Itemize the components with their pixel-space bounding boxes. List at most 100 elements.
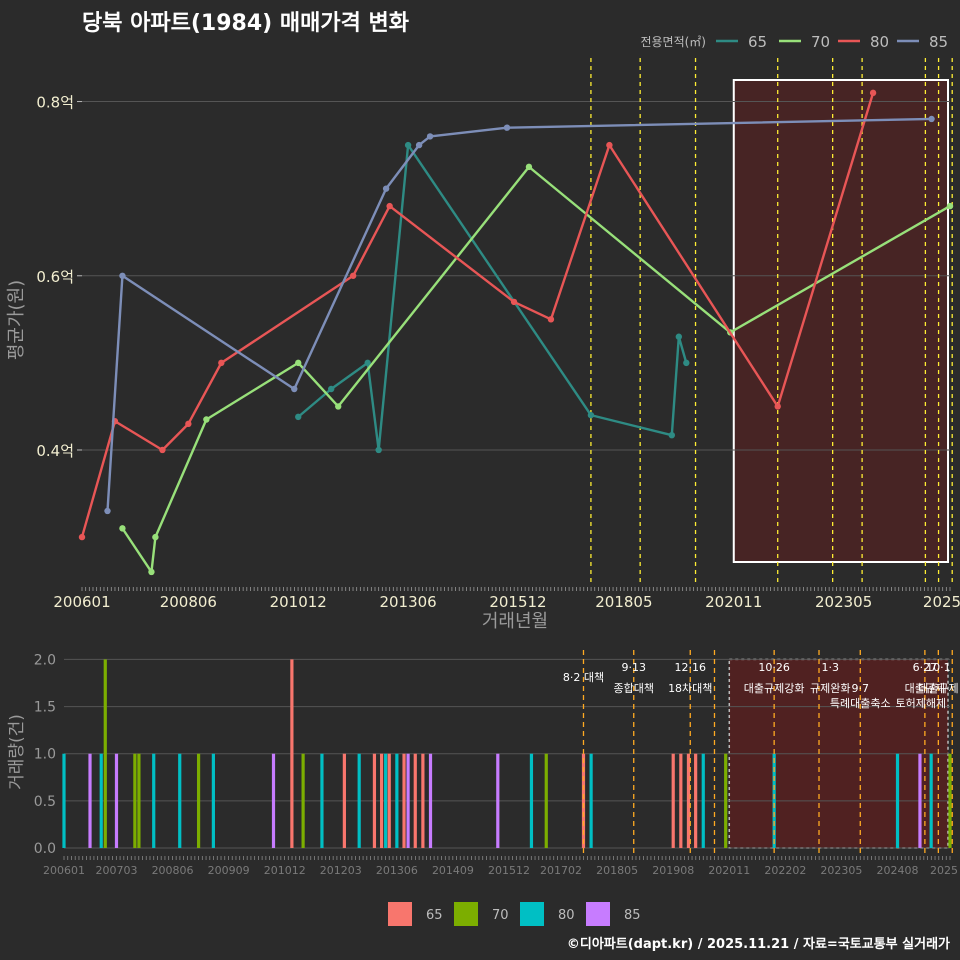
bottom-y-tick-label: 0.0 bbox=[34, 841, 56, 857]
bottom-x-tick-label: 201203 bbox=[320, 864, 362, 877]
volume-bar-70 bbox=[544, 753, 548, 848]
x-tick-label: 201012 bbox=[270, 593, 327, 611]
volume-bar-85 bbox=[88, 753, 92, 848]
y-tick-label: 0.8억 bbox=[36, 94, 74, 112]
policy-label: 10·26 bbox=[758, 661, 790, 674]
volume-bar-80 bbox=[772, 753, 776, 848]
series-point-70 bbox=[525, 163, 533, 171]
series-point-65 bbox=[375, 446, 382, 454]
legend-label-85: 85 bbox=[929, 33, 948, 51]
volume-bar-70 bbox=[301, 753, 305, 848]
policy-label: 대출규제 bbox=[905, 682, 945, 695]
x-axis-label: 거래년월 bbox=[482, 611, 548, 632]
series-point-85 bbox=[382, 185, 390, 192]
volume-bar-65 bbox=[694, 753, 698, 848]
bottom-y-axis-label: 거래량(건) bbox=[7, 714, 27, 790]
footer-credit: ©디아파트(dapt.kr) / 2025.11.21 / 자료=국토교통부 실… bbox=[567, 936, 950, 952]
policy-label: 1·3 bbox=[821, 661, 839, 674]
volume-bar-65 bbox=[402, 753, 406, 848]
bottom-y-tick-label: 1.5 bbox=[34, 700, 56, 716]
policy-label: 규제완화 bbox=[810, 682, 850, 695]
x-tick-label: 202011 bbox=[705, 593, 762, 611]
volume-bar-65 bbox=[342, 753, 346, 848]
volume-bar-85 bbox=[406, 753, 410, 848]
policy-label: 18차대책 bbox=[668, 682, 712, 695]
volume-bar-70 bbox=[724, 753, 728, 848]
policy-label: 6·27 bbox=[913, 661, 938, 674]
policy-label: 9·13 bbox=[621, 661, 646, 674]
bottom-x-tick-label: 201306 bbox=[376, 864, 418, 877]
bottom-x-tick-label: 201512 bbox=[488, 864, 530, 877]
series-point-85 bbox=[119, 272, 126, 279]
volume-legend: 65 70 80 85 bbox=[388, 902, 641, 926]
bottom-x-tick-label: 202305 bbox=[820, 864, 862, 877]
y-axis-label: 평균가(원) bbox=[6, 280, 27, 360]
volume-bar-80 bbox=[895, 753, 900, 848]
policy-label: 8·2 대책 bbox=[563, 671, 604, 684]
x-tick-label: 2025 bbox=[923, 593, 960, 611]
series-point-70 bbox=[946, 202, 954, 210]
bottom-y-tick-label: 0.5 bbox=[34, 794, 56, 810]
series-point-65 bbox=[675, 333, 683, 340]
volume-bar-70 bbox=[196, 753, 201, 848]
bottom-x-tick-label: 201012 bbox=[264, 864, 306, 877]
volume-bar-80 bbox=[211, 753, 215, 848]
volume-bar-80 bbox=[701, 753, 705, 848]
volume-bar-65 bbox=[413, 753, 417, 848]
series-point-80 bbox=[218, 359, 225, 367]
volume-bar-80 bbox=[529, 753, 534, 848]
legend-label-65: 65 bbox=[748, 33, 767, 51]
series-point-85 bbox=[104, 507, 111, 515]
bottom-legend-label-70: 70 bbox=[492, 908, 509, 923]
volume-bar-80 bbox=[357, 753, 361, 848]
series-point-80 bbox=[606, 141, 613, 149]
volume-bar-70 bbox=[948, 753, 952, 848]
series-line-85 bbox=[106, 117, 932, 512]
bottom-legend-key-85 bbox=[586, 902, 610, 926]
x-tick-label: 201512 bbox=[489, 593, 546, 611]
volume-bar-65 bbox=[421, 753, 425, 848]
volume-bar-80 bbox=[178, 753, 182, 848]
policy-label: 대출규제강화 bbox=[744, 682, 805, 695]
policy-label: 10·1 bbox=[926, 661, 951, 674]
volume-bar-85 bbox=[114, 753, 119, 848]
series-point-85 bbox=[415, 141, 423, 149]
policy-label: 토허제해제 bbox=[896, 696, 947, 710]
series-point-80 bbox=[386, 202, 393, 210]
bottom-x-tick-label: 200909 bbox=[208, 864, 250, 877]
volume-bar-85 bbox=[918, 753, 922, 848]
volume-bar-65 bbox=[387, 753, 391, 848]
volume-bar-70 bbox=[103, 659, 107, 848]
volume-bar-65 bbox=[372, 753, 377, 848]
volume-bar-80 bbox=[99, 753, 103, 848]
series-point-65 bbox=[327, 385, 335, 393]
volume-bar-65 bbox=[686, 753, 691, 848]
volume-bar-85 bbox=[271, 753, 276, 848]
volume-bar-65 bbox=[581, 753, 586, 848]
series-point-70 bbox=[119, 525, 126, 532]
bottom-x-tick-label: 200601 bbox=[43, 864, 85, 877]
legend-label-80: 80 bbox=[870, 33, 889, 51]
policy-label: 12·16 bbox=[675, 661, 707, 674]
series-point-65 bbox=[295, 413, 302, 421]
bottom-x-tick-label: 201805 bbox=[596, 864, 638, 877]
bottom-x-tick-label: 200806 bbox=[152, 864, 194, 877]
bottom-legend-label-80: 80 bbox=[558, 908, 575, 923]
series-point-65 bbox=[683, 359, 690, 367]
series-point-80 bbox=[185, 420, 192, 428]
x-tick-label: 200601 bbox=[53, 593, 110, 611]
series-point-70 bbox=[295, 359, 302, 367]
series-point-80 bbox=[869, 89, 877, 97]
bottom-legend-key-70 bbox=[454, 902, 478, 926]
x-tick-label: 201805 bbox=[595, 593, 652, 611]
series-point-85 bbox=[928, 115, 935, 123]
y-tick-label: 0.4억 bbox=[36, 442, 74, 460]
volume-bar-65 bbox=[380, 753, 384, 848]
series-point-70 bbox=[335, 403, 342, 410]
bottom-x-tick-label: 202011 bbox=[708, 864, 750, 877]
volume-bar-70 bbox=[133, 753, 137, 848]
volume-bar-80 bbox=[395, 753, 399, 848]
highlight-region bbox=[732, 79, 949, 563]
